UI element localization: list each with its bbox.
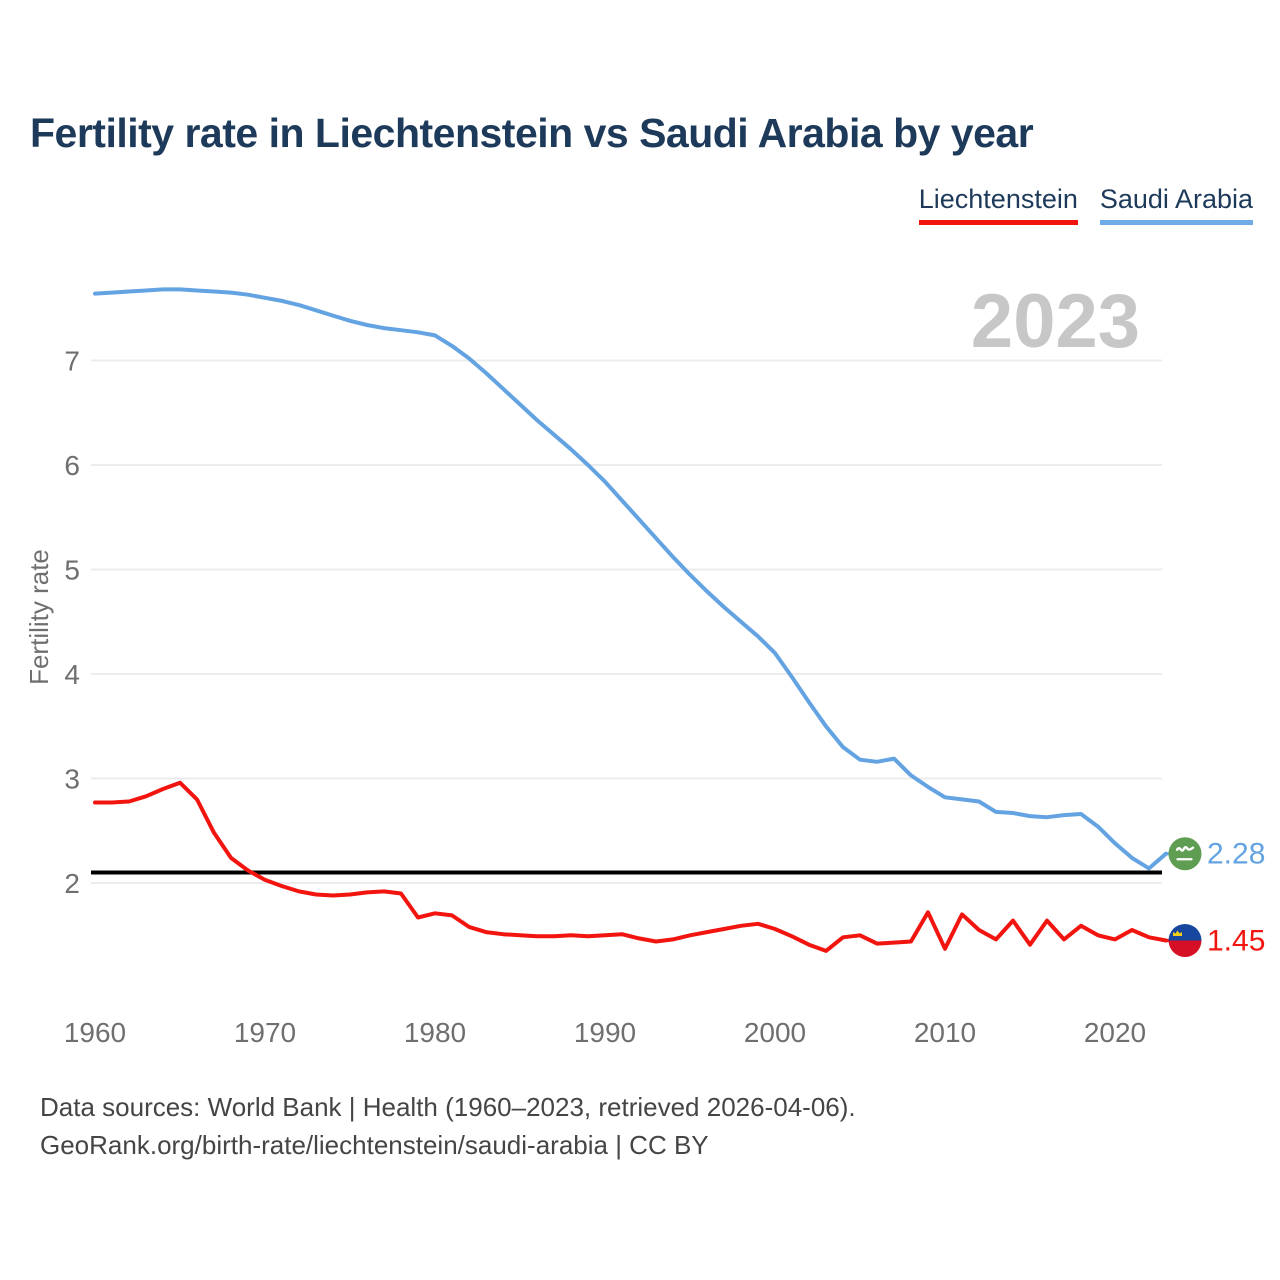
chart-footer: Data sources: World Bank | Health (1960–… bbox=[40, 1088, 1140, 1164]
y-tick-label: 7 bbox=[64, 346, 80, 377]
y-tick-label: 5 bbox=[64, 555, 80, 586]
x-axis-tick-labels: 1960 1970 1980 1990 2000 2010 2020 bbox=[64, 1017, 1146, 1048]
legend-item-liechtenstein[interactable]: Liechtenstein bbox=[918, 184, 1078, 225]
x-tick-label: 1970 bbox=[234, 1017, 296, 1048]
flag-top-half bbox=[1168, 923, 1202, 941]
end-value-liechtenstein: 1.45 bbox=[1207, 924, 1265, 957]
x-tick-label: 1980 bbox=[404, 1017, 466, 1048]
flag-crown bbox=[1173, 930, 1182, 936]
y-tick-label: 4 bbox=[64, 659, 80, 690]
y-tick-label: 6 bbox=[64, 450, 80, 481]
x-tick-label: 2000 bbox=[744, 1017, 806, 1048]
x-tick-label: 2020 bbox=[1084, 1017, 1146, 1048]
attribution-text: GeoRank.org/birth-rate/liechtenstein/sau… bbox=[40, 1130, 709, 1160]
watermark-year: 2023 bbox=[971, 279, 1140, 364]
y-axis-tick-labels: 2 3 4 5 6 7 bbox=[64, 346, 80, 900]
y-gridlines bbox=[91, 359, 1162, 884]
flag-circle bbox=[1168, 837, 1202, 871]
legend-item-saudi-arabia[interactable]: Saudi Arabia bbox=[1099, 184, 1253, 225]
liechtenstein-flag-icon bbox=[1168, 923, 1202, 957]
end-value-saudi-arabia: 2.28 bbox=[1207, 838, 1265, 871]
x-tick-label: 2010 bbox=[914, 1017, 976, 1048]
y-tick-label: 3 bbox=[64, 764, 80, 795]
page-title: Fertility rate in Liechtenstein vs Saudi… bbox=[30, 110, 1034, 156]
flag-bottom-half bbox=[1168, 940, 1202, 957]
series-line-saudi-arabia bbox=[93, 287, 1185, 871]
series-line-liechtenstein bbox=[93, 780, 1185, 953]
x-tick-label: 1960 bbox=[64, 1017, 126, 1048]
saudi-arabia-flag-icon bbox=[1168, 837, 1202, 871]
data-sources-text: Data sources: World Bank | Health (1960–… bbox=[40, 1092, 856, 1122]
chart-legend: Liechtenstein Saudi Arabia bbox=[918, 184, 1253, 225]
flag-inscription bbox=[1175, 846, 1195, 852]
series-path bbox=[93, 287, 1168, 871]
y-tick-label: 2 bbox=[64, 868, 80, 899]
series-path bbox=[93, 780, 1168, 953]
y-axis-title: Fertility rate bbox=[24, 549, 54, 685]
x-tick-label: 1990 bbox=[574, 1017, 636, 1048]
